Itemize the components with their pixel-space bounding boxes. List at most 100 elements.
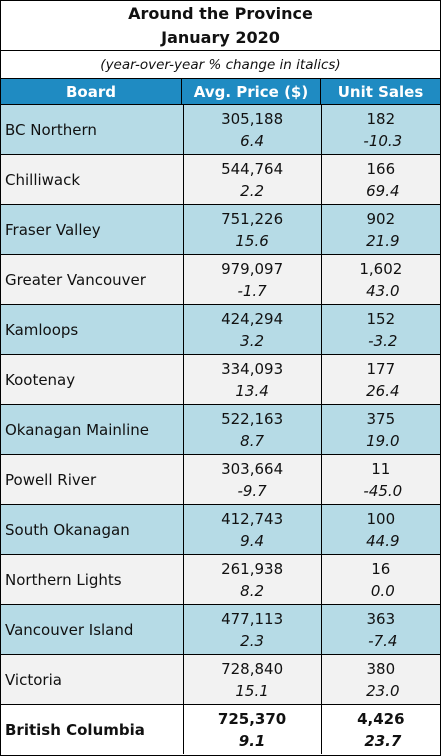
avg-price-pct: 9.4 xyxy=(240,531,265,550)
avg-price: 412,743 xyxy=(221,509,284,528)
avg-price-pct: 3.2 xyxy=(240,331,265,350)
sales-cell: 375 19.0 xyxy=(320,405,440,454)
price-cell: 544,764 2.2 xyxy=(182,155,321,204)
total-price-cell: 725,370 9.1 xyxy=(182,705,321,754)
table-row: BC Northern 305,188 6.4 182 -10.3 xyxy=(1,105,440,155)
table-row: Kamloops 424,294 3.2 152 -3.2 xyxy=(1,305,440,355)
sales-cell: 177 26.4 xyxy=(320,355,440,404)
board-name: Kamloops xyxy=(5,320,79,339)
price-cell: 303,664 -9.7 xyxy=(182,455,321,504)
total-sales-pct: 23.7 xyxy=(364,731,402,750)
unit-sales: 1,602 xyxy=(359,259,403,278)
table-row: Kootenay 334,093 13.4 177 26.4 xyxy=(1,355,440,405)
board-name: Fraser Valley xyxy=(5,220,101,239)
avg-price-pct: 2.2 xyxy=(240,181,265,200)
price-cell: 728,840 15.1 xyxy=(182,655,321,704)
table-row: Fraser Valley 751,226 15.6 902 21.9 xyxy=(1,205,440,255)
avg-price-pct: 2.3 xyxy=(240,631,265,650)
table-title: Around the Province January 2020 xyxy=(1,1,440,51)
title-line-1: Around the Province xyxy=(128,4,313,23)
unit-sales: 380 xyxy=(366,659,396,678)
price-cell: 477,113 2.3 xyxy=(182,605,321,654)
title-line-2: January 2020 xyxy=(161,28,280,47)
avg-price-pct: 8.7 xyxy=(240,431,265,450)
table-body: BC Northern 305,188 6.4 182 -10.3 Chilliwack 5… xyxy=(1,105,440,705)
sales-cell: 380 23.0 xyxy=(320,655,440,704)
sales-cell: 363 -7.4 xyxy=(320,605,440,654)
avg-price-pct: 13.4 xyxy=(235,381,269,400)
avg-price: 544,764 xyxy=(221,159,284,178)
board-name: South Okanagan xyxy=(5,520,130,539)
price-cell: 424,294 3.2 xyxy=(182,305,321,354)
total-price: 725,370 xyxy=(217,709,287,728)
unit-sales-pct: -45.0 xyxy=(363,481,403,500)
total-board: British Columbia xyxy=(5,720,145,739)
total-row: British Columbia 725,370 9.1 4,426 23.7 xyxy=(1,705,440,754)
price-cell: 261,938 8.2 xyxy=(182,555,321,604)
avg-price-pct: 15.1 xyxy=(235,681,269,700)
unit-sales-pct: -3.2 xyxy=(368,331,398,350)
unit-sales-pct: 43.0 xyxy=(366,281,400,300)
total-sales-cell: 4,426 23.7 xyxy=(320,705,440,754)
board-name: Vancouver Island xyxy=(5,620,134,639)
avg-price: 303,664 xyxy=(221,459,284,478)
unit-sales-pct: 0.0 xyxy=(370,581,395,600)
avg-price-pct: 6.4 xyxy=(240,131,265,150)
sales-cell: 16 0.0 xyxy=(320,555,440,604)
price-cell: 334,093 13.4 xyxy=(182,355,321,404)
board-name: Victoria xyxy=(5,670,62,689)
sales-cell: 1,602 43.0 xyxy=(320,255,440,304)
unit-sales: 16 xyxy=(371,559,391,578)
avg-price: 261,938 xyxy=(221,559,284,578)
avg-price: 424,294 xyxy=(221,309,284,328)
header-avg-price: Avg. Price ($) xyxy=(181,79,320,104)
avg-price-pct: -1.7 xyxy=(237,281,267,300)
sales-cell: 166 69.4 xyxy=(320,155,440,204)
avg-price: 334,093 xyxy=(221,359,284,378)
board-name: Greater Vancouver xyxy=(5,270,146,289)
unit-sales: 375 xyxy=(366,409,396,428)
price-cell: 412,743 9.4 xyxy=(182,505,321,554)
sales-cell: 11 -45.0 xyxy=(320,455,440,504)
unit-sales: 100 xyxy=(366,509,396,528)
avg-price: 305,188 xyxy=(221,109,284,128)
unit-sales: 152 xyxy=(366,309,396,328)
unit-sales: 11 xyxy=(371,459,391,478)
board-name: BC Northern xyxy=(5,120,97,139)
avg-price: 728,840 xyxy=(221,659,284,678)
table-row: Greater Vancouver 979,097 -1.7 1,602 43.0 xyxy=(1,255,440,305)
unit-sales-pct: -7.4 xyxy=(368,631,398,650)
header-row: Board Avg. Price ($) Unit Sales xyxy=(1,79,440,105)
unit-sales: 166 xyxy=(366,159,396,178)
board-name: Northern Lights xyxy=(5,570,122,589)
total-sales: 4,426 xyxy=(357,709,405,728)
table-row: South Okanagan 412,743 9.4 100 44.9 xyxy=(1,505,440,555)
unit-sales: 182 xyxy=(366,109,396,128)
header-board: Board xyxy=(66,83,116,101)
avg-price: 522,163 xyxy=(221,409,284,428)
unit-sales-pct: 26.4 xyxy=(366,381,400,400)
sales-cell: 182 -10.3 xyxy=(320,105,440,154)
unit-sales-pct: 19.0 xyxy=(366,431,400,450)
avg-price: 979,097 xyxy=(221,259,284,278)
unit-sales-pct: 69.4 xyxy=(366,181,400,200)
table-row: Chilliwack 544,764 2.2 166 69.4 xyxy=(1,155,440,205)
unit-sales: 902 xyxy=(366,209,396,228)
sales-cell: 100 44.9 xyxy=(320,505,440,554)
board-name: Kootenay xyxy=(5,370,76,389)
table-row: Powell River 303,664 -9.7 11 -45.0 xyxy=(1,455,440,505)
price-cell: 979,097 -1.7 xyxy=(182,255,321,304)
price-cell: 522,163 8.7 xyxy=(182,405,321,454)
board-name: Powell River xyxy=(5,470,97,489)
avg-price-pct: -9.7 xyxy=(237,481,267,500)
unit-sales-pct: 21.9 xyxy=(366,231,400,250)
board-name: Okanagan Mainline xyxy=(5,420,149,439)
avg-price-pct: 8.2 xyxy=(240,581,265,600)
unit-sales: 177 xyxy=(366,359,396,378)
sales-cell: 902 21.9 xyxy=(320,205,440,254)
avg-price: 477,113 xyxy=(221,609,284,628)
unit-sales-pct: -10.3 xyxy=(363,131,403,150)
price-cell: 751,226 15.6 xyxy=(182,205,321,254)
table-row: Victoria 728,840 15.1 380 23.0 xyxy=(1,655,440,705)
